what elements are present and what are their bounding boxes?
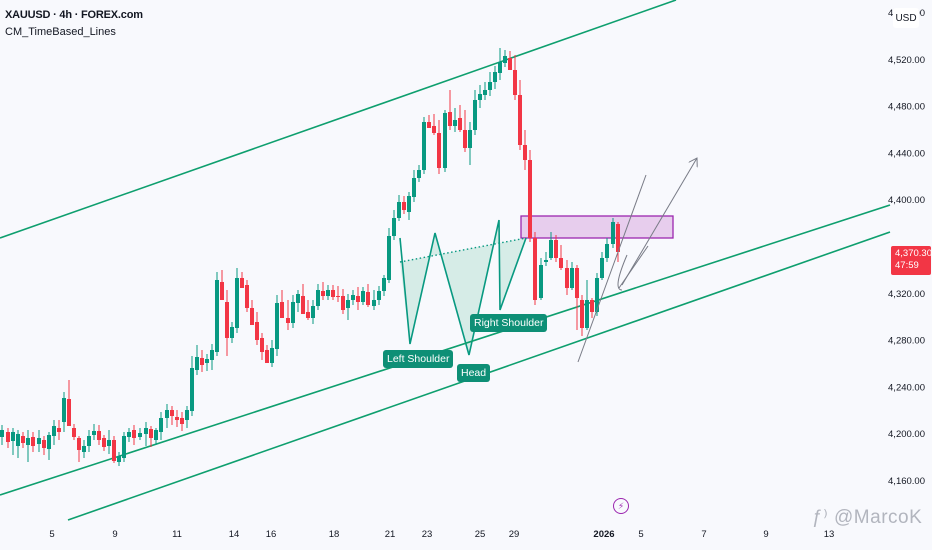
left-shoulder-label[interactable]: Left Shoulder xyxy=(383,350,454,368)
watermark-text: @MarcoK xyxy=(834,507,923,528)
lightning-bolt-icon[interactable]: ⚡ xyxy=(613,498,629,514)
chart-header: XAUUSD · 4h · FOREX.com CM_TimeBased_Lin… xyxy=(5,9,143,38)
price-tick: 4,200.00 xyxy=(888,429,925,440)
head-and-shoulders-pattern[interactable] xyxy=(399,219,527,356)
time-tick: 14 xyxy=(229,529,240,540)
time-tick: 5 xyxy=(638,529,643,540)
time-tick: 5 xyxy=(49,529,54,540)
price-tick: 4,480.00 xyxy=(888,102,925,113)
time-tick: 29 xyxy=(509,529,520,540)
indicator-label[interactable]: CM_TimeBased_Lines xyxy=(5,26,116,38)
time-tick: 18 xyxy=(329,529,340,540)
price-tick: 4,520.00 xyxy=(888,55,925,66)
time-tick: 16 xyxy=(266,529,277,540)
time-tick: 21 xyxy=(385,529,396,540)
upper-channel[interactable] xyxy=(0,0,677,239)
price-tick: 4,400.00 xyxy=(888,195,925,206)
time-tick: 25 xyxy=(475,529,486,540)
symbol-title[interactable]: XAUUSD · 4h · FOREX.com xyxy=(5,9,143,21)
time-tick: 7 xyxy=(701,529,706,540)
time-axis[interactable]: 5 9 11 14 16 18 21 23 25 29 2026 5 7 9 13 xyxy=(49,529,834,540)
candles xyxy=(0,48,620,466)
current-price-label: 4,370.30 47:59 xyxy=(891,246,932,275)
right-shoulder-label[interactable]: Right Shoulder xyxy=(470,314,548,332)
time-tick: 11 xyxy=(172,529,182,540)
currency-button[interactable]: USD xyxy=(893,8,919,28)
time-tick: 23 xyxy=(422,529,433,540)
price-tick: 4,280.00 xyxy=(888,336,925,347)
bar-countdown: 47:59 xyxy=(895,260,919,271)
head-label[interactable]: Head xyxy=(457,364,491,382)
time-tick: 9 xyxy=(112,529,117,540)
tradingview-logo-icon: ƒ⁾ xyxy=(812,507,835,528)
author-watermark: ƒ⁾ @MarcoK xyxy=(812,506,922,529)
time-tick: 9 xyxy=(763,529,768,540)
projection-arrows[interactable] xyxy=(577,158,697,363)
time-tick: 2026 xyxy=(593,529,614,540)
resistance-zone[interactable] xyxy=(520,215,674,239)
price-tick: 4,440.00 xyxy=(888,148,925,159)
price-tick: 4,240.00 xyxy=(888,382,925,393)
current-price: 4,370.30 xyxy=(895,248,932,259)
price-tick: 4,160.00 xyxy=(888,476,925,487)
time-tick: 13 xyxy=(824,529,835,540)
price-tick: 4,320.00 xyxy=(888,289,925,300)
